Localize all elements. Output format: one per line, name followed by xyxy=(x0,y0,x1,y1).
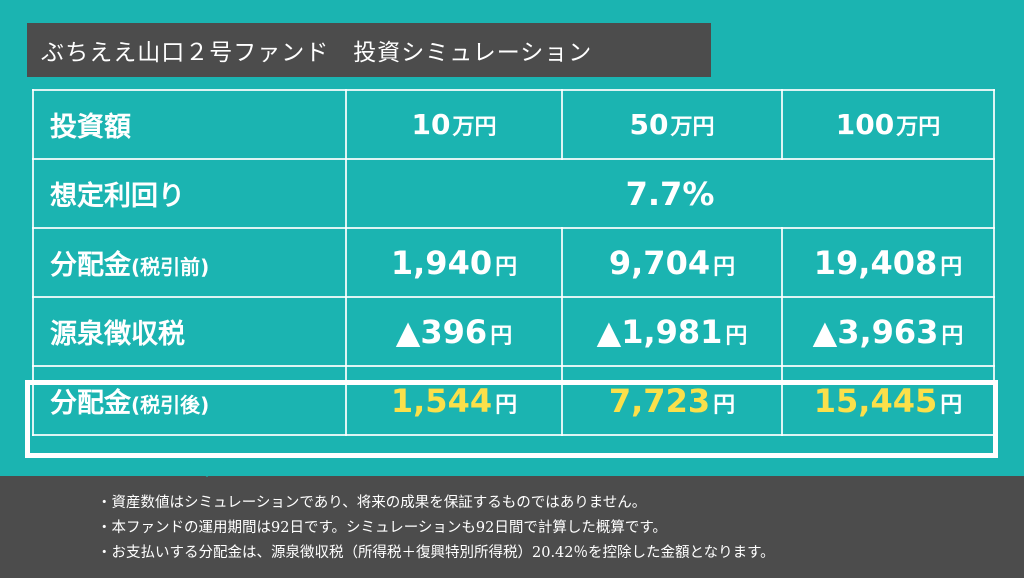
table-row-investment: 投資額 10万円 50万円 100万円 xyxy=(32,89,995,160)
row-label-after-tax: 分配金(税引後) xyxy=(32,365,347,436)
investment-cell: 50万円 xyxy=(561,89,783,160)
withholding-cell: ▲3,963 円 xyxy=(781,296,995,367)
after-tax-cell: 1,544 円 xyxy=(345,365,563,436)
notes-list: ・資産数値はシミュレーションであり、将来の成果を保証するものではありません。 ・… xyxy=(97,491,775,566)
withholding-cell: ▲396 円 xyxy=(345,296,563,367)
row-label-main: 分配金 xyxy=(50,250,131,281)
note-item: ・資産数値はシミュレーションであり、将来の成果を保証するものではありません。 xyxy=(97,495,647,511)
cell-number: ▲3,963 xyxy=(812,312,939,351)
cell-unit: 円 xyxy=(495,254,518,280)
row-label-main: 分配金 xyxy=(50,388,131,419)
pre-tax-cell: 1,940 円 xyxy=(345,227,563,298)
cell-unit: 万円 xyxy=(670,115,715,140)
table-row-pre-tax: 分配金(税引前) 1,940 円 9,704 円 19,408 円 xyxy=(32,227,995,298)
row-label-sub: (税引後) xyxy=(131,393,210,417)
cell-unit: 円 xyxy=(940,254,963,280)
cell-number: ▲1,981 xyxy=(596,312,723,351)
cell-number: 9,704 xyxy=(608,243,711,282)
cell-unit: 円 xyxy=(490,323,513,349)
cell-unit: 円 xyxy=(495,392,518,418)
investment-cell: 10万円 xyxy=(345,89,563,160)
row-label-sub: (税引前) xyxy=(131,255,210,279)
notes-pointer-arrow xyxy=(183,458,231,477)
note-item: ・お支払いする分配金は、源泉徴収税（所得税＋復興特別所得税）20.42％を控除し… xyxy=(97,545,775,561)
row-label-yield: 想定利回り xyxy=(32,158,347,229)
after-tax-cell: 7,723 円 xyxy=(561,365,783,436)
page-title: ぶちええ山口２号ファンド 投資シミュレーション xyxy=(27,23,711,77)
cell-number: ▲396 xyxy=(395,312,488,351)
cell-unit: 万円 xyxy=(452,115,497,140)
cell-unit: 万円 xyxy=(896,115,941,140)
cell-unit: 円 xyxy=(940,392,963,418)
row-label-withholding: 源泉徴収税 xyxy=(32,296,347,367)
note-item: ・本ファンドの運用期間は92日です。シミュレーションも92日間で計算した概算です… xyxy=(97,520,667,536)
table-row-yield: 想定利回り 7.7% xyxy=(32,158,995,229)
table-row-after-tax: 分配金(税引後) 1,544 円 7,723 円 15,445 円 xyxy=(32,365,995,436)
pre-tax-cell: 19,408 円 xyxy=(781,227,995,298)
cell-number: 15,445 xyxy=(813,381,938,420)
yield-value: 7.7% xyxy=(345,158,995,229)
row-label-pre-tax: 分配金(税引前) xyxy=(32,227,347,298)
after-tax-cell: 15,445 円 xyxy=(781,365,995,436)
cell-unit: 円 xyxy=(941,323,964,349)
cell-unit: 円 xyxy=(713,254,736,280)
row-label-investment: 投資額 xyxy=(32,89,347,160)
cell-number: 100 xyxy=(835,108,895,141)
cell-number: 50 xyxy=(629,108,669,141)
withholding-cell: ▲1,981 円 xyxy=(561,296,783,367)
cell-number: 1,544 xyxy=(390,381,493,420)
cell-unit: 円 xyxy=(713,392,736,418)
investment-cell: 100万円 xyxy=(781,89,995,160)
cell-number: 1,940 xyxy=(390,243,493,282)
cell-number: 7,723 xyxy=(608,381,711,420)
cell-number: 10 xyxy=(411,108,451,141)
pre-tax-cell: 9,704 円 xyxy=(561,227,783,298)
simulation-table: 投資額 10万円 50万円 100万円 想定利回り 7.7% 分配金(税引前) … xyxy=(32,89,995,436)
cell-number: 19,408 xyxy=(813,243,938,282)
cell-unit: 円 xyxy=(725,323,748,349)
table-row-withholding: 源泉徴収税 ▲396 円 ▲1,981 円 ▲3,963 円 xyxy=(32,296,995,367)
notes-panel xyxy=(0,476,1024,578)
